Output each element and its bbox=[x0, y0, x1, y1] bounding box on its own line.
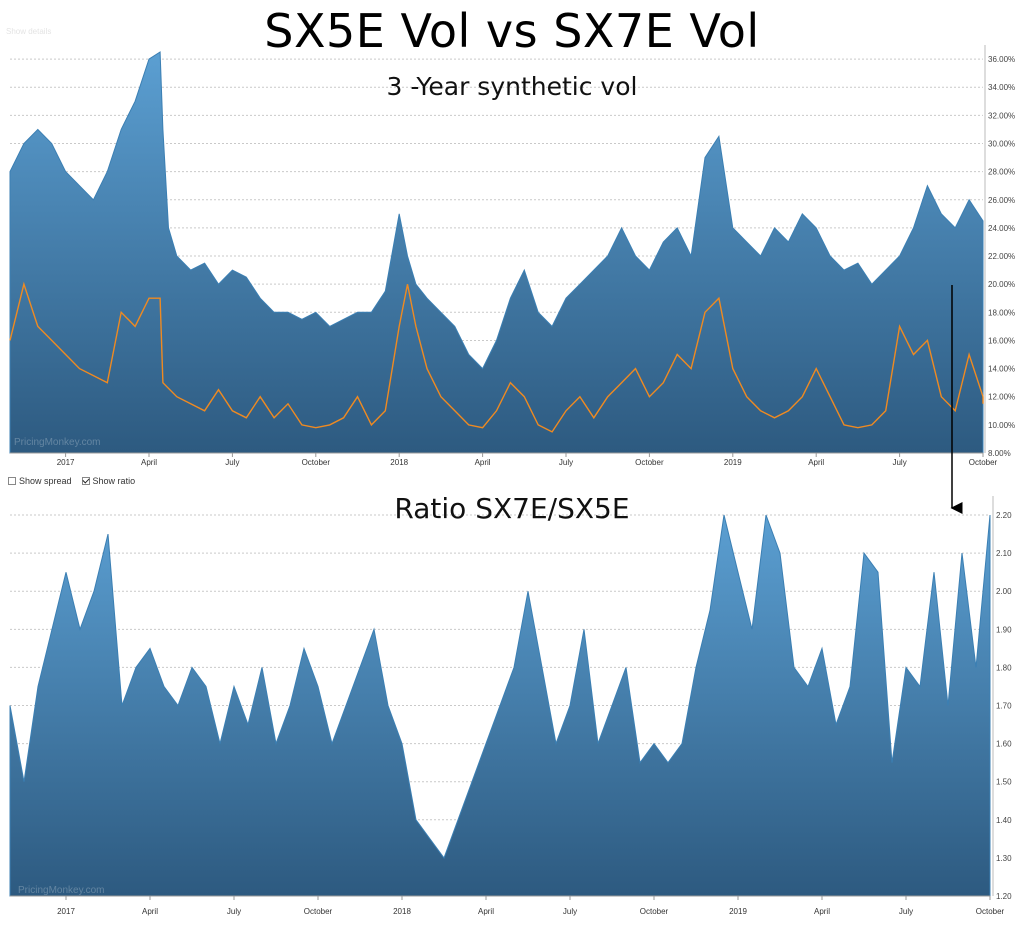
watermark-bottom: PricingMonkey.com bbox=[18, 885, 105, 896]
y-tick-label: 12.00% bbox=[988, 393, 1015, 402]
x-tick-label: April bbox=[142, 907, 158, 916]
show-spread-label: Show spread bbox=[19, 476, 72, 486]
x-tick-label: 2018 bbox=[393, 907, 411, 916]
y-tick-label: 2.00 bbox=[996, 587, 1012, 596]
show-ratio-checkbox[interactable] bbox=[81, 477, 90, 485]
x-tick-label: 2019 bbox=[724, 458, 742, 467]
y-tick-label: 8.00% bbox=[988, 449, 1011, 458]
bottom-chart: 1.20 1.30 1.40 1.50 1.60 1.70 1.80 1.90 2.00 2.10… bbox=[9, 496, 1012, 916]
watermark-top: PricingMonkey.com bbox=[14, 437, 101, 448]
line-series bbox=[9, 281, 984, 433]
chart-controls: Show spread Show ratio bbox=[8, 476, 135, 486]
y-tick-label: 1.90 bbox=[996, 625, 1012, 634]
y-tick-label: 36.00% bbox=[988, 55, 1015, 64]
y-tick-label: 26.00% bbox=[988, 196, 1015, 205]
y-tick-label: 1.50 bbox=[996, 778, 1012, 787]
x-tick-label: October bbox=[969, 458, 998, 467]
top-chart: 8.00% 10.00% 12.00% 14.00% 16.00% 18.00% 20.00… bbox=[9, 45, 1015, 467]
x-tick-label: October bbox=[640, 907, 669, 916]
x-tick-label: 2019 bbox=[729, 907, 747, 916]
show-spread-toggle[interactable]: Show spread bbox=[8, 476, 72, 486]
y-tick-label: 1.30 bbox=[996, 854, 1012, 863]
top-chart-subtitle: 3 -Year synthetic vol bbox=[386, 72, 638, 101]
y-tick-label: 10.00% bbox=[988, 421, 1015, 430]
x-tick-label: 2018 bbox=[390, 458, 408, 467]
y-tick-label: 18.00% bbox=[988, 308, 1015, 317]
show-ratio-toggle[interactable]: Show ratio bbox=[81, 476, 136, 486]
x-tick-label: October bbox=[302, 458, 331, 467]
x-tick-label: October bbox=[635, 458, 664, 467]
y-tick-label: 1.20 bbox=[996, 892, 1012, 901]
x-tick-label: July bbox=[563, 907, 577, 916]
bottom-chart-title: Ratio SX7E/SX5E bbox=[394, 492, 630, 525]
y-tick-label: 34.00% bbox=[988, 83, 1015, 92]
x-tick-label: July bbox=[227, 907, 241, 916]
area-series bbox=[9, 514, 991, 897]
toolbar-hint: Show details bbox=[6, 27, 52, 36]
y-tick-label: 16.00% bbox=[988, 336, 1015, 345]
y-tick-label: 1.70 bbox=[996, 702, 1012, 711]
y-tick-label: 1.40 bbox=[996, 816, 1012, 825]
y-tick-label: 2.20 bbox=[996, 511, 1012, 520]
x-tick-label: April bbox=[141, 458, 157, 467]
y-tick-label: 1.60 bbox=[996, 740, 1012, 749]
y-tick-label: 20.00% bbox=[988, 280, 1015, 289]
y-tick-label: 30.00% bbox=[988, 139, 1015, 148]
y-tick-label: 14.00% bbox=[988, 365, 1015, 374]
y-tick-label: 32.00% bbox=[988, 111, 1015, 120]
x-tick-label: April bbox=[475, 458, 491, 467]
y-tick-label: 28.00% bbox=[988, 168, 1015, 177]
x-tick-label: July bbox=[559, 458, 573, 467]
show-ratio-label: Show ratio bbox=[92, 476, 136, 486]
y-tick-label: 24.00% bbox=[988, 224, 1015, 233]
y-tick-label: 2.10 bbox=[996, 549, 1012, 558]
area-series bbox=[9, 51, 984, 454]
x-tick-label: 2017 bbox=[57, 907, 75, 916]
show-spread-checkbox[interactable] bbox=[8, 477, 16, 485]
y-tick-label: 22.00% bbox=[988, 252, 1015, 261]
x-tick-label: April bbox=[808, 458, 824, 467]
x-tick-label: 2017 bbox=[57, 458, 75, 467]
x-tick-label: July bbox=[899, 907, 913, 916]
x-tick-label: October bbox=[304, 907, 333, 916]
x-tick-label: October bbox=[976, 907, 1005, 916]
x-tick-label: April bbox=[814, 907, 830, 916]
x-tick-label: July bbox=[892, 458, 906, 467]
y-tick-label: 1.80 bbox=[996, 663, 1012, 672]
chart-title: SX5E Vol vs SX7E Vol bbox=[264, 4, 760, 58]
x-tick-label: July bbox=[225, 458, 239, 467]
x-tick-label: April bbox=[478, 907, 494, 916]
